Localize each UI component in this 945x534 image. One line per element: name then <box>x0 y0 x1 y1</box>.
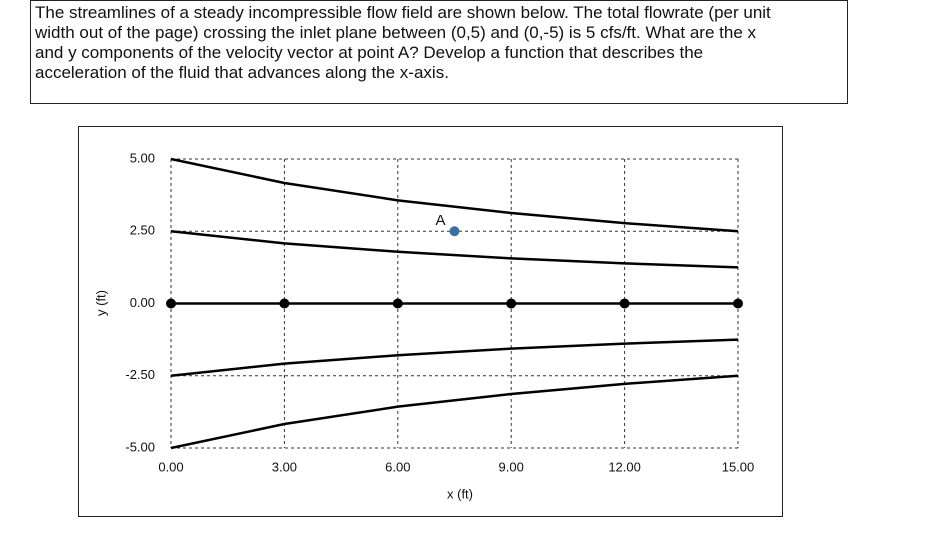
marker <box>392 298 403 309</box>
question-line: acceleration of the fluid that advances … <box>35 63 449 82</box>
y-tick-label: -5.00 <box>125 439 155 454</box>
x-tick-label: 6.00 <box>385 459 410 474</box>
point <box>449 226 460 237</box>
streamline <box>170 230 739 269</box>
y-tick-label: -2.50 <box>125 367 155 382</box>
question-line: width out of the page) crossing the inle… <box>35 23 756 42</box>
y-tick-label: 5.00 <box>130 150 155 165</box>
x-tick-label: 15.00 <box>722 459 755 474</box>
marker <box>506 298 517 309</box>
question-line: The streamlines of a steady incompressib… <box>35 3 771 22</box>
y-tick-label: 2.50 <box>130 223 155 238</box>
marker <box>733 298 743 309</box>
marker <box>166 298 176 309</box>
x-tick-label: 12.00 <box>608 459 641 474</box>
chart-frame <box>78 126 783 517</box>
streamline <box>170 338 739 377</box>
streamline <box>170 157 739 233</box>
x-axis-label: x (ft) <box>447 486 473 501</box>
marker <box>619 298 630 309</box>
streamline <box>170 374 739 450</box>
question-box: The streamlines of a steady incompressib… <box>30 0 848 104</box>
marker <box>279 298 290 309</box>
question-line: and y components of the velocity vector … <box>35 43 704 62</box>
x-tick-label: 3.00 <box>272 459 297 474</box>
y-tick-label: 0.00 <box>130 295 155 310</box>
point-label: A <box>435 212 445 229</box>
x-tick-label: 0.00 <box>158 459 183 474</box>
y-axis-label: y (ft) <box>93 290 108 316</box>
x-tick-label: 9.00 <box>499 459 524 474</box>
